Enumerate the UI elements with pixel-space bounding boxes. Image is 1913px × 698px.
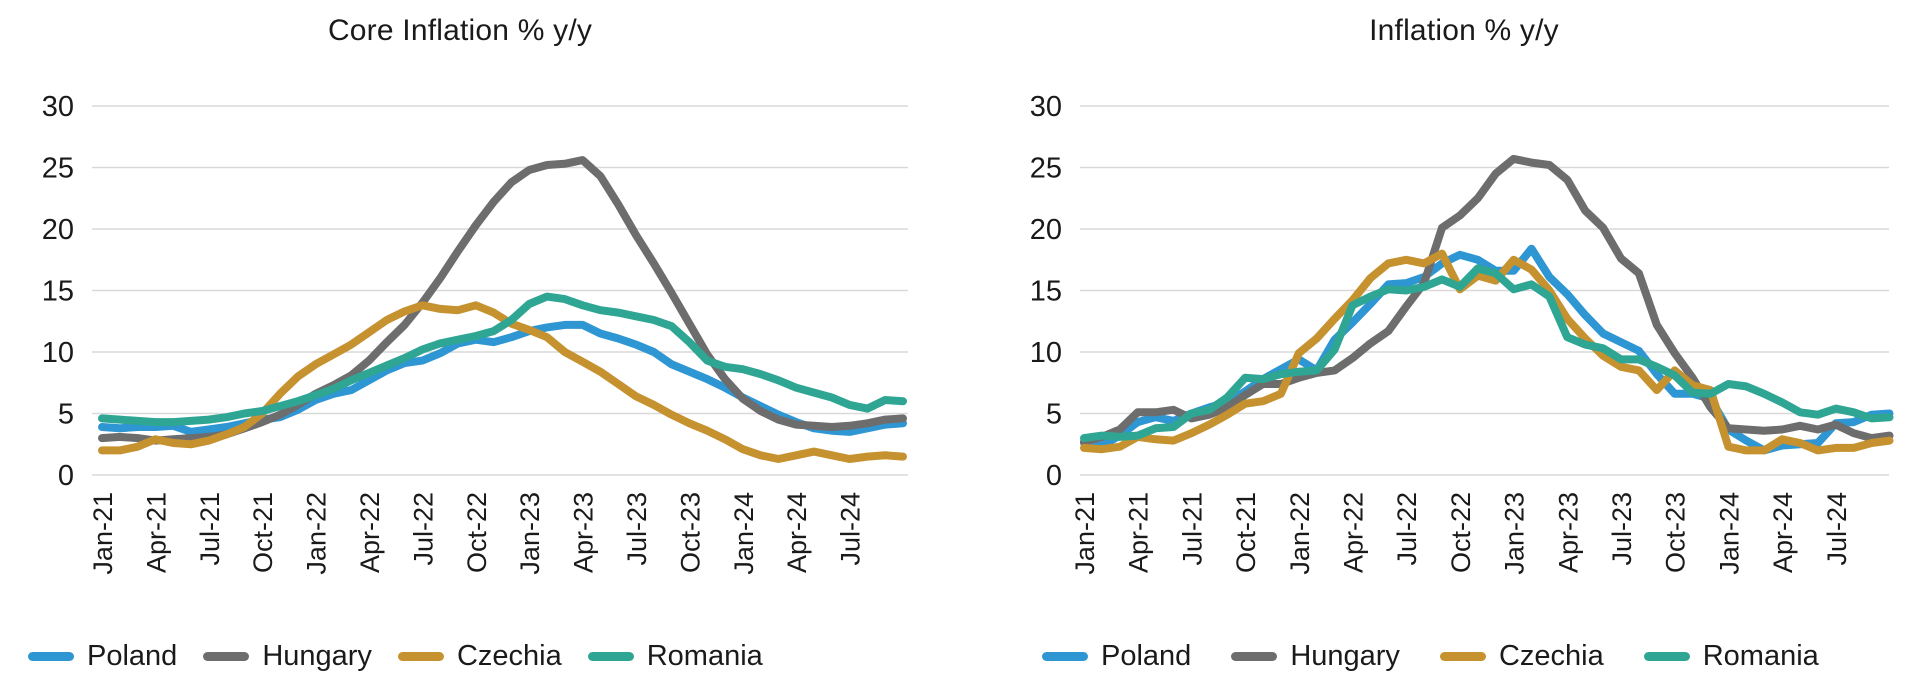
core-inflation-chart: 30 25 20 15 10 5 0 Jan-21 Apr-21 Jul-21 Oct-21 Jan-… — [42, 91, 908, 575]
y-axis-label: 20 — [42, 214, 74, 246]
x-axis-label: Jul-22 — [408, 492, 438, 566]
legend-label-poland: Poland — [1101, 640, 1192, 672]
legend-item-poland: Poland — [28, 640, 177, 673]
legend-item-romania: Romania — [587, 640, 763, 673]
legend-label-romania: Romania — [646, 640, 763, 672]
legend-item-hungary: Hungary — [203, 640, 372, 673]
legend-label-hungary: Hungary — [1290, 640, 1400, 672]
x-axis-label: Apr-21 — [1124, 492, 1154, 573]
x-axis-label: Apr-23 — [569, 492, 599, 573]
chart-title-inflation: Inflation % y/y — [1369, 14, 1559, 47]
y-axis-label: 30 — [42, 91, 74, 123]
x-axis-label: Oct-23 — [1661, 492, 1691, 573]
y-axis-label: 30 — [1030, 91, 1062, 123]
romania-line-swatch — [587, 652, 634, 661]
x-axis-label: Jan-22 — [302, 492, 332, 575]
hungary-line-swatch — [1231, 652, 1278, 661]
x-axis-label: Apr-22 — [1339, 492, 1369, 573]
y-axis-label: 10 — [42, 337, 74, 369]
czechia-line-swatch — [397, 652, 444, 661]
x-axis-label: Jan-23 — [1500, 492, 1530, 575]
x-axis-label: Jan-24 — [729, 492, 759, 575]
legend-headline-chart: Poland Hungary Czechia Romania — [1042, 640, 1819, 673]
series-line-hungary — [98, 156, 907, 445]
x-axis-label: Jan-24 — [1714, 492, 1744, 575]
series-line-czechia — [1080, 249, 1894, 455]
series-line-hungary — [1080, 154, 1894, 446]
y-axis-label: 10 — [1030, 337, 1062, 369]
x-axis-label: Jan-23 — [515, 492, 545, 575]
legend-item-poland: Poland — [1042, 640, 1191, 673]
legend-label-poland: Poland — [87, 640, 178, 672]
chart-title-core-inflation: Core Inflation % y/y — [327, 14, 593, 47]
hungary-line-swatch — [203, 652, 250, 661]
x-axis-label: Jul-21 — [195, 492, 225, 566]
y-axis-label: 5 — [1046, 399, 1062, 431]
x-axis-label: Oct-21 — [248, 492, 278, 573]
legend-label-czechia: Czechia — [456, 640, 562, 672]
x-axis-label: Jan-21 — [88, 492, 118, 575]
x-axis-label: Apr-24 — [782, 492, 812, 573]
series-line-czechia — [98, 301, 907, 463]
legend-label-czechia: Czechia — [1498, 640, 1604, 672]
x-axis-label: Oct-23 — [675, 492, 705, 573]
y-axis-label: 25 — [42, 153, 74, 185]
x-axis-label: Jul-23 — [622, 492, 652, 566]
poland-line-swatch — [28, 652, 74, 661]
series-line-romania — [1080, 264, 1894, 443]
y-axis-label: 20 — [1030, 214, 1062, 246]
headline-inflation-chart: 30 25 20 15 10 5 0 Jan-21 Apr-21 Jul-21 Oct-21 Jan-… — [1030, 91, 1894, 575]
x-axis-label: Oct-21 — [1231, 492, 1261, 573]
x-axis-label: Apr-21 — [141, 492, 171, 573]
x-axis-label: Apr-23 — [1553, 492, 1583, 573]
x-axis-label: Jul-21 — [1177, 492, 1207, 566]
x-axis-label: Jul-24 — [1822, 492, 1852, 566]
legend-label-hungary: Hungary — [262, 640, 372, 672]
x-axis-label: Jul-23 — [1607, 492, 1637, 566]
x-axis-label: Jul-24 — [836, 492, 866, 566]
legend-item-romania: Romania — [1643, 640, 1819, 673]
x-axis-label: Jul-22 — [1392, 492, 1422, 566]
y-axis-label: 15 — [1030, 276, 1062, 308]
x-axis-label: Jan-22 — [1285, 492, 1315, 575]
legend-core-chart: Poland Hungary Czechia Romania — [28, 640, 763, 673]
x-axis-label: Apr-24 — [1768, 492, 1798, 573]
series-line-poland — [98, 320, 907, 436]
core-inflation-panel: Core Inflation % y/y 30 25 20 15 10 5 0 Jan-21 A… — [0, 0, 956, 698]
y-axis-label: 0 — [1046, 460, 1062, 492]
headline-inflation-panel: Inflation % y/y 30 25 20 15 10 5 0 Jan-21 Apr-21… — [956, 0, 1912, 698]
x-axis-label: Oct-22 — [462, 492, 492, 573]
y-axis-label: 25 — [1030, 153, 1062, 185]
czechia-line-swatch — [1439, 652, 1486, 661]
x-axis-label: Oct-22 — [1446, 492, 1476, 573]
legend-item-hungary: Hungary — [1231, 640, 1400, 673]
y-axis-label: 0 — [58, 460, 74, 492]
romania-line-swatch — [1643, 652, 1690, 661]
legend-label-romania: Romania — [1702, 640, 1819, 672]
series-line-romania — [98, 292, 907, 427]
legend-item-czechia: Czechia — [1439, 640, 1604, 673]
y-axis-label: 15 — [42, 276, 74, 308]
x-axis-label: Apr-22 — [355, 492, 385, 573]
y-axis-label: 5 — [58, 399, 74, 431]
poland-line-swatch — [1042, 652, 1088, 661]
x-axis-label: Jan-21 — [1070, 492, 1100, 575]
legend-item-czechia: Czechia — [397, 640, 562, 673]
